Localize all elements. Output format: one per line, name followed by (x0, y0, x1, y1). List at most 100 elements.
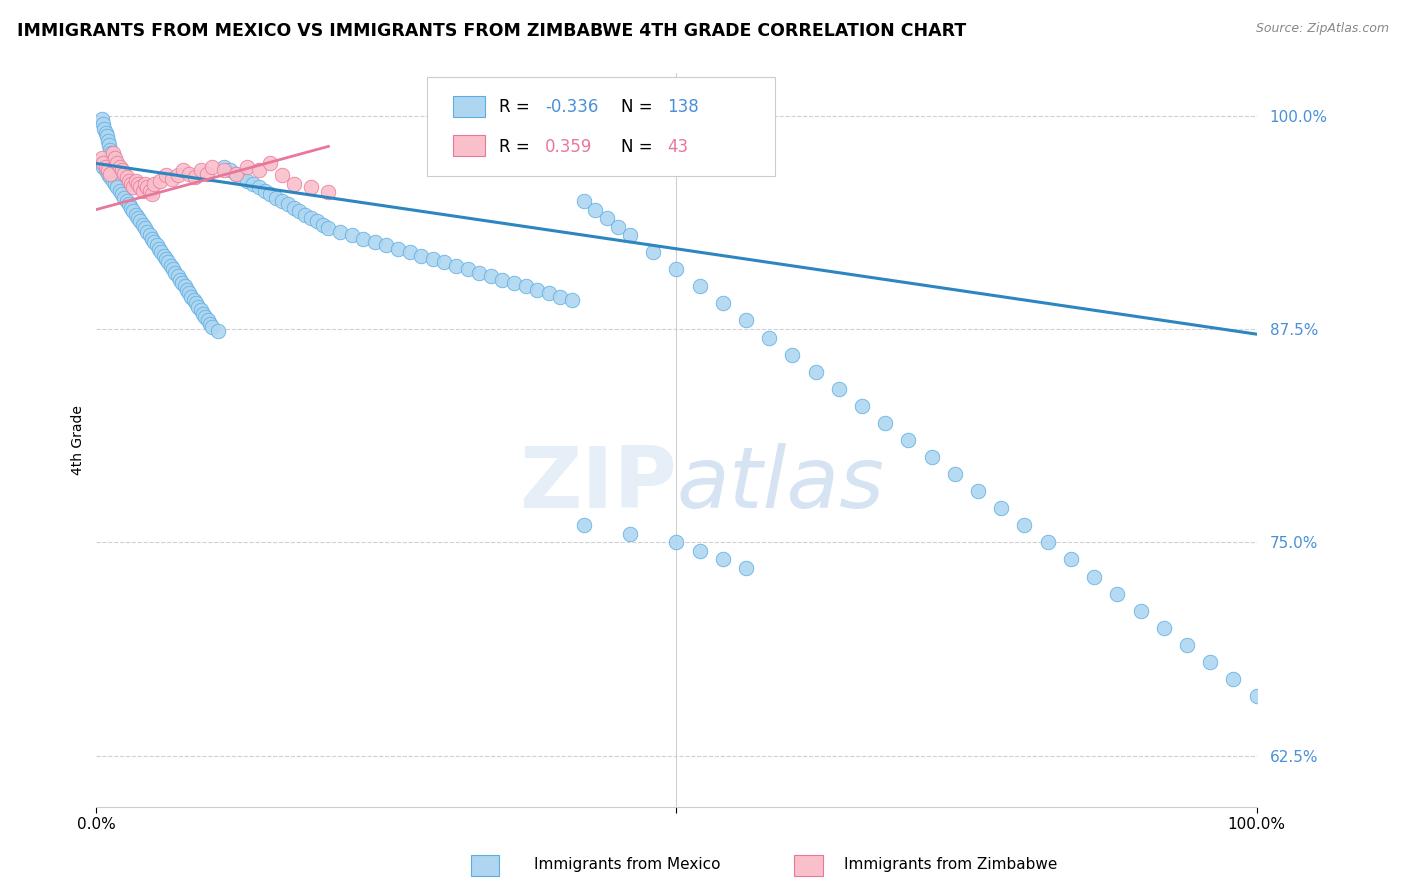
Point (93, 122, 115, 136)
Point (141, 187, 163, 202)
Point (179, 167, 201, 181)
Point (352, 231, 374, 245)
Point (91, 112, 114, 126)
Point (112, 191, 135, 205)
Point (159, 259, 181, 273)
Point (583, 202, 606, 217)
Point (607, 219, 630, 234)
Point (231, 170, 253, 185)
Point (444, 259, 467, 273)
Point (198, 317, 221, 331)
Point (329, 225, 352, 239)
Point (758, 330, 780, 344)
Point (804, 365, 827, 379)
Point (98, 137, 121, 152)
Text: N =: N = (621, 138, 662, 156)
Point (851, 399, 873, 413)
Point (148, 242, 170, 256)
Text: 43: 43 (668, 138, 689, 156)
Point (122, 204, 145, 219)
Point (236, 173, 259, 187)
Point (143, 235, 166, 249)
Point (340, 228, 363, 243)
Point (169, 272, 191, 286)
Point (201, 320, 224, 334)
Point (689, 544, 711, 558)
Point (127, 177, 149, 191)
Point (457, 262, 479, 277)
Point (299, 180, 322, 194)
Point (561, 293, 583, 307)
Point (1014, 518, 1036, 533)
Point (264, 191, 287, 205)
Point (218, 163, 240, 178)
Point (943, 467, 966, 482)
Point (105, 180, 128, 194)
Point (225, 167, 247, 181)
Point (247, 163, 270, 178)
Point (173, 279, 195, 293)
Point (1199, 655, 1222, 669)
Point (283, 177, 305, 191)
Point (782, 348, 804, 362)
Text: R =: R = (499, 98, 534, 117)
Point (184, 296, 207, 310)
Point (150, 245, 173, 260)
Text: R =: R = (499, 138, 540, 156)
Point (294, 208, 316, 222)
Point (165, 266, 187, 280)
Point (735, 313, 758, 327)
Point (1222, 672, 1244, 686)
Point (176, 283, 198, 297)
Point (101, 173, 124, 187)
Point (212, 163, 235, 178)
Point (180, 290, 202, 304)
Text: Immigrants from Zimbabwe: Immigrants from Zimbabwe (844, 857, 1057, 872)
Point (118, 173, 141, 187)
Y-axis label: 4th Grade: 4th Grade (72, 405, 86, 475)
Point (572, 518, 595, 533)
Point (283, 201, 305, 215)
Point (364, 235, 387, 249)
Point (111, 187, 134, 202)
Point (132, 184, 155, 198)
Text: -0.336: -0.336 (546, 98, 599, 117)
Point (305, 214, 328, 228)
Point (643, 245, 665, 260)
Point (259, 156, 281, 170)
Point (875, 416, 897, 430)
FancyBboxPatch shape (453, 96, 485, 117)
Point (172, 276, 194, 290)
Point (190, 303, 212, 318)
Point (1083, 569, 1105, 583)
Point (98, 167, 121, 181)
Point (97, 134, 120, 148)
Point (155, 169, 177, 183)
Point (596, 211, 619, 225)
Point (1175, 638, 1198, 652)
Point (120, 177, 142, 191)
Point (491, 272, 513, 286)
Text: atlas: atlas (676, 442, 884, 525)
Point (711, 552, 734, 566)
Point (299, 211, 322, 225)
Point (195, 167, 218, 181)
Point (157, 255, 180, 269)
Point (94, 126, 117, 140)
Point (183, 293, 205, 307)
Text: Immigrants from Mexico: Immigrants from Mexico (534, 857, 721, 872)
Point (318, 221, 340, 235)
Point (375, 238, 398, 252)
Point (1036, 535, 1059, 549)
Point (572, 194, 595, 208)
Point (134, 177, 156, 191)
Point (665, 262, 688, 277)
Point (277, 197, 299, 211)
Point (479, 269, 502, 284)
Text: 0.359: 0.359 (546, 138, 593, 156)
Point (967, 484, 990, 499)
Point (271, 194, 294, 208)
Point (311, 218, 333, 232)
Point (141, 231, 163, 245)
Point (94, 163, 117, 178)
